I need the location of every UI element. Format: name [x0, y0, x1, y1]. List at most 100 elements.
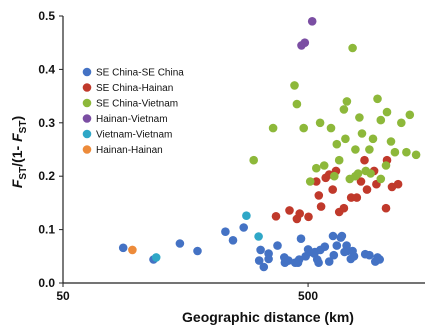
data-point: [324, 257, 334, 266]
data-point: [326, 123, 336, 133]
data-point: [193, 246, 202, 256]
y-axis-title-f1: F: [9, 179, 25, 188]
data-point: [300, 38, 310, 47]
data-point: [332, 139, 342, 149]
legend-marker: [82, 145, 92, 154]
series-4: [151, 211, 263, 262]
y-axis-title-sub1: ST: [18, 167, 29, 180]
data-point: [386, 137, 396, 146]
y-axis-title: FST/(1- FST): [9, 116, 29, 188]
data-point: [342, 241, 351, 250]
data-point: [305, 177, 315, 186]
data-point: [316, 202, 326, 211]
data-point: [390, 147, 400, 157]
data-point: [397, 118, 406, 128]
data-point: [280, 258, 290, 268]
data-point: [292, 99, 302, 109]
data-point: [351, 171, 360, 181]
data-point: [290, 81, 299, 90]
data-point: [329, 250, 339, 260]
legend-label: SE China-SE China: [96, 68, 184, 79]
data-point: [328, 231, 338, 241]
data-point: [312, 163, 321, 173]
series-0: [118, 223, 385, 272]
legend-label: SE China-Vietnam: [96, 99, 178, 110]
data-point: [314, 258, 323, 268]
data-point: [376, 115, 386, 125]
data-point: [299, 123, 309, 133]
y-axis-title-mid: /(1-: [9, 142, 25, 167]
axes: [62, 16, 425, 284]
legend: SE China-SE China SE China-Hainan SE China…: [82, 67, 184, 156]
data-point: [315, 118, 325, 128]
data-point: [355, 113, 364, 122]
data-point: [320, 242, 330, 251]
x-tick-label: 50: [56, 289, 70, 303]
data-point: [357, 129, 367, 138]
data-point: [337, 231, 347, 241]
x-tick-label: 500: [298, 289, 318, 303]
legend-marker: [82, 114, 92, 123]
y-tick-label: 0.3: [38, 116, 55, 130]
data-point: [376, 174, 386, 184]
data-point: [295, 209, 305, 218]
legend-marker: [82, 67, 92, 77]
y-axis-title-sub2: ST: [18, 121, 29, 134]
data-point: [254, 256, 264, 265]
data-point: [352, 193, 362, 202]
y-ticks: 0.0 0.1 0.2 0.3 0.4 0.5: [38, 9, 63, 290]
data-point: [307, 17, 317, 26]
legend-marker: [82, 129, 92, 139]
data-point: [293, 258, 303, 268]
data-point: [256, 245, 265, 255]
y-tick-label: 0.5: [38, 9, 55, 23]
data-point: [342, 97, 352, 106]
data-point: [365, 250, 374, 260]
data-point: [339, 105, 349, 114]
x-ticks: 50 500: [56, 283, 318, 303]
data-point: [285, 206, 294, 215]
series-1: [271, 155, 403, 224]
series-3: [297, 17, 317, 50]
data-point: [332, 241, 342, 250]
data-point: [348, 43, 357, 53]
data-point: [348, 246, 357, 256]
legend-marker: [82, 83, 92, 92]
data-point: [271, 212, 281, 221]
legend-marker: [82, 98, 92, 108]
data-point: [259, 262, 269, 272]
data-point: [264, 254, 273, 264]
series-2: [249, 43, 421, 186]
data-point: [273, 241, 282, 250]
data-point: [375, 255, 385, 264]
data-point: [402, 147, 411, 157]
x-axis-title: Geographic distance (km): [182, 309, 354, 325]
data-point: [296, 234, 306, 243]
data-point: [151, 253, 161, 262]
data-point: [360, 155, 369, 165]
data-point: [411, 150, 421, 160]
data-point: [310, 247, 320, 257]
data-point: [381, 203, 391, 213]
data-point: [341, 134, 350, 144]
data-point: [304, 212, 313, 222]
data-point: [334, 155, 344, 165]
data-point: [381, 161, 391, 170]
y-axis-title-f2: F: [9, 133, 25, 142]
series-5: [128, 245, 137, 255]
legend-label: SE China-Hainan: [96, 83, 173, 94]
legend-label: Vietnam-Vietnam: [96, 130, 172, 141]
data-point: [351, 145, 360, 154]
data-point: [319, 161, 329, 170]
data-point: [328, 185, 338, 194]
data-point: [393, 179, 403, 189]
data-point: [339, 203, 349, 213]
data-point: [362, 185, 372, 194]
data-point: [242, 211, 251, 220]
data-point: [175, 239, 185, 248]
data-point: [254, 232, 263, 241]
data-point: [382, 107, 392, 117]
data-point: [330, 171, 339, 181]
data-point: [373, 94, 382, 104]
